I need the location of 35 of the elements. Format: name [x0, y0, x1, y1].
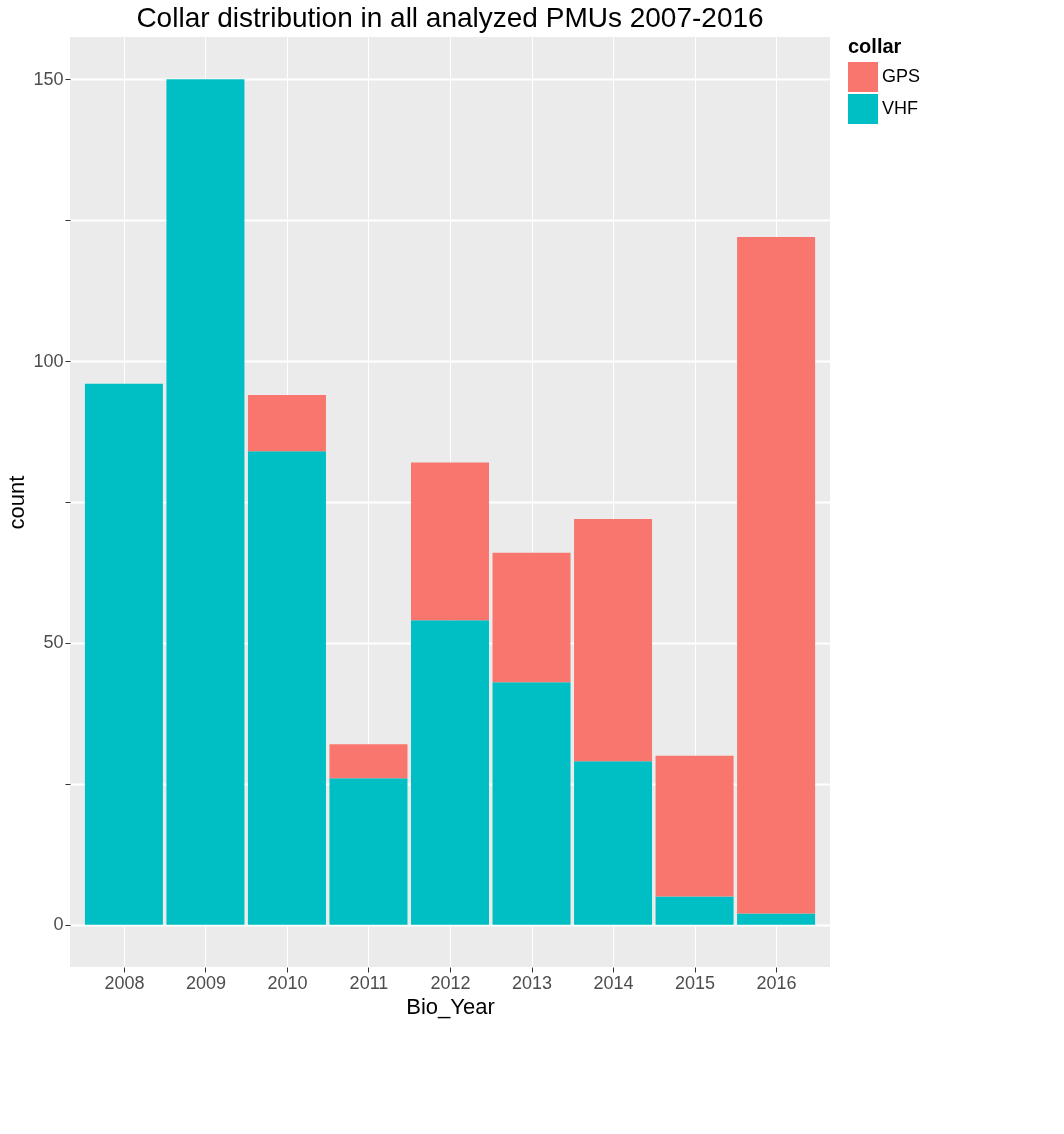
bar [492, 682, 571, 925]
bar [411, 620, 489, 925]
bar [737, 237, 816, 914]
bar [492, 552, 571, 683]
y-tick-label: 50 [43, 632, 64, 653]
bar [411, 462, 489, 621]
y-tick-label: 150 [33, 68, 64, 89]
bar [655, 755, 734, 897]
bar [737, 913, 816, 925]
bar [247, 394, 326, 452]
x-tick-label: 2014 [593, 972, 634, 993]
chart-title: Collar distribution in all analyzed PMUs 2007-2016 [136, 2, 764, 33]
x-axis-title: Bio_Year [406, 993, 495, 1019]
bar [574, 761, 653, 925]
x-tick-label: 2011 [349, 972, 389, 993]
bar [329, 744, 408, 779]
x-tick-label: 2012 [430, 972, 471, 993]
legend-title: collar [848, 35, 902, 57]
y-axis-title: count [4, 475, 30, 530]
legend-label: GPS [882, 66, 921, 86]
y-tick-label: 0 [53, 914, 64, 935]
bar [247, 451, 326, 925]
legend-label: VHF [882, 98, 918, 118]
y-tick-label: 100 [33, 350, 64, 371]
bar [166, 79, 245, 925]
x-tick-label: 2009 [185, 972, 226, 993]
x-tick-label: 2008 [104, 972, 145, 993]
bar [574, 518, 653, 762]
bar [84, 383, 163, 925]
x-tick-label: 2015 [675, 972, 716, 993]
x-tick-label: 2013 [512, 972, 553, 993]
bar [329, 778, 408, 925]
bar [655, 896, 734, 925]
x-tick-label: 2016 [756, 972, 797, 993]
x-tick-label: 2010 [267, 972, 308, 993]
